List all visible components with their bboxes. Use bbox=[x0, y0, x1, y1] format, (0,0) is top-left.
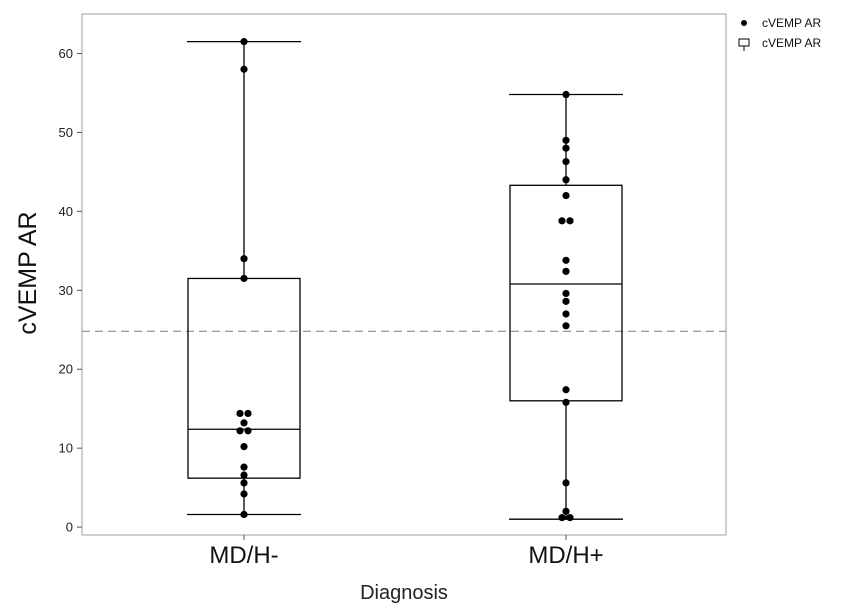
x-axis: MD/H- MD/H+ bbox=[209, 535, 604, 569]
data-point bbox=[240, 65, 248, 73]
data-point bbox=[240, 442, 248, 451]
data-point bbox=[562, 297, 570, 305]
legend-dot-marker bbox=[741, 20, 747, 26]
legend: cVEMP AR cVEMP AR bbox=[738, 16, 821, 51]
y-tick-label: 40 bbox=[59, 204, 73, 219]
y-tick-label: 60 bbox=[59, 46, 73, 61]
data-point bbox=[240, 479, 248, 487]
legend-box-marker bbox=[738, 38, 750, 51]
y-tick-label: 30 bbox=[59, 283, 73, 298]
legend-label-box: cVEMP AR bbox=[762, 36, 821, 50]
data-point bbox=[562, 256, 570, 264]
data-point bbox=[236, 409, 244, 418]
x-axis-title: Diagnosis bbox=[360, 582, 448, 604]
plot-frame bbox=[81, 13, 727, 536]
data-point bbox=[562, 191, 570, 200]
data-point bbox=[562, 386, 570, 394]
data-point bbox=[558, 514, 566, 522]
category-label: MD/H- bbox=[209, 542, 278, 569]
data-point bbox=[240, 274, 248, 283]
y-tick-label: 20 bbox=[59, 362, 73, 377]
points-group bbox=[236, 38, 574, 522]
y-tick-label: 50 bbox=[59, 125, 73, 140]
data-point bbox=[240, 490, 248, 498]
boxes-group bbox=[187, 40, 623, 520]
legend-label-points: cVEMP AR bbox=[762, 16, 821, 30]
data-point bbox=[244, 427, 252, 435]
y-tick-label: 0 bbox=[66, 520, 73, 535]
data-point bbox=[562, 322, 570, 330]
plot-area bbox=[81, 13, 727, 536]
data-point bbox=[240, 471, 248, 479]
y-axis-title: cVEMP AR bbox=[14, 211, 42, 334]
data-point bbox=[558, 217, 566, 225]
data-point bbox=[244, 409, 252, 418]
data-point bbox=[562, 398, 570, 406]
y-tick-label: 10 bbox=[59, 441, 73, 456]
data-point bbox=[562, 310, 570, 318]
data-point bbox=[240, 463, 248, 471]
data-point bbox=[562, 507, 570, 515]
y-axis: 0 10 20 30 40 50 60 bbox=[59, 46, 82, 535]
data-point bbox=[562, 90, 570, 99]
data-point bbox=[566, 514, 574, 522]
data-point bbox=[236, 427, 244, 435]
data-point bbox=[562, 144, 570, 152]
data-point bbox=[562, 267, 570, 275]
data-point bbox=[240, 419, 248, 427]
data-point bbox=[562, 158, 570, 166]
data-point bbox=[240, 255, 248, 263]
data-point bbox=[240, 38, 248, 46]
data-point bbox=[566, 217, 574, 225]
data-point bbox=[562, 479, 570, 487]
data-point bbox=[562, 289, 570, 298]
category-label: MD/H+ bbox=[528, 542, 603, 569]
data-point bbox=[562, 176, 570, 184]
data-point bbox=[562, 136, 570, 144]
data-point bbox=[240, 510, 248, 519]
